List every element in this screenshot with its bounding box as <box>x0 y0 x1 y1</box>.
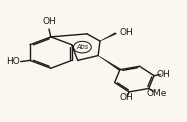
Text: Abs: Abs <box>76 44 88 50</box>
Text: OMe: OMe <box>146 89 167 98</box>
Text: OH: OH <box>42 17 56 26</box>
Text: HO: HO <box>6 57 20 66</box>
Polygon shape <box>100 33 117 41</box>
Text: OH: OH <box>120 93 134 102</box>
Polygon shape <box>98 56 121 70</box>
Text: OH: OH <box>120 28 134 37</box>
Text: OH: OH <box>157 70 170 79</box>
